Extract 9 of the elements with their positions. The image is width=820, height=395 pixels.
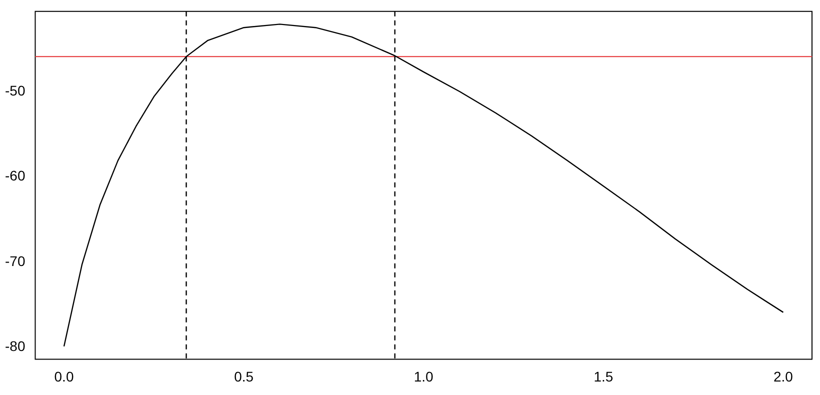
x-tick-label: 1.5: [594, 368, 614, 384]
x-tick-label: 0.0: [54, 368, 74, 384]
x-tick-label: 2.0: [773, 368, 794, 384]
y-tick-label: -60: [5, 168, 26, 184]
y-tick-label: -80: [5, 338, 26, 354]
y-tick-label: -50: [5, 82, 26, 98]
y-tick-label: -70: [5, 252, 26, 269]
x-tick-label: 1.0: [414, 368, 434, 384]
x-tick-label: 0.5: [234, 368, 254, 384]
